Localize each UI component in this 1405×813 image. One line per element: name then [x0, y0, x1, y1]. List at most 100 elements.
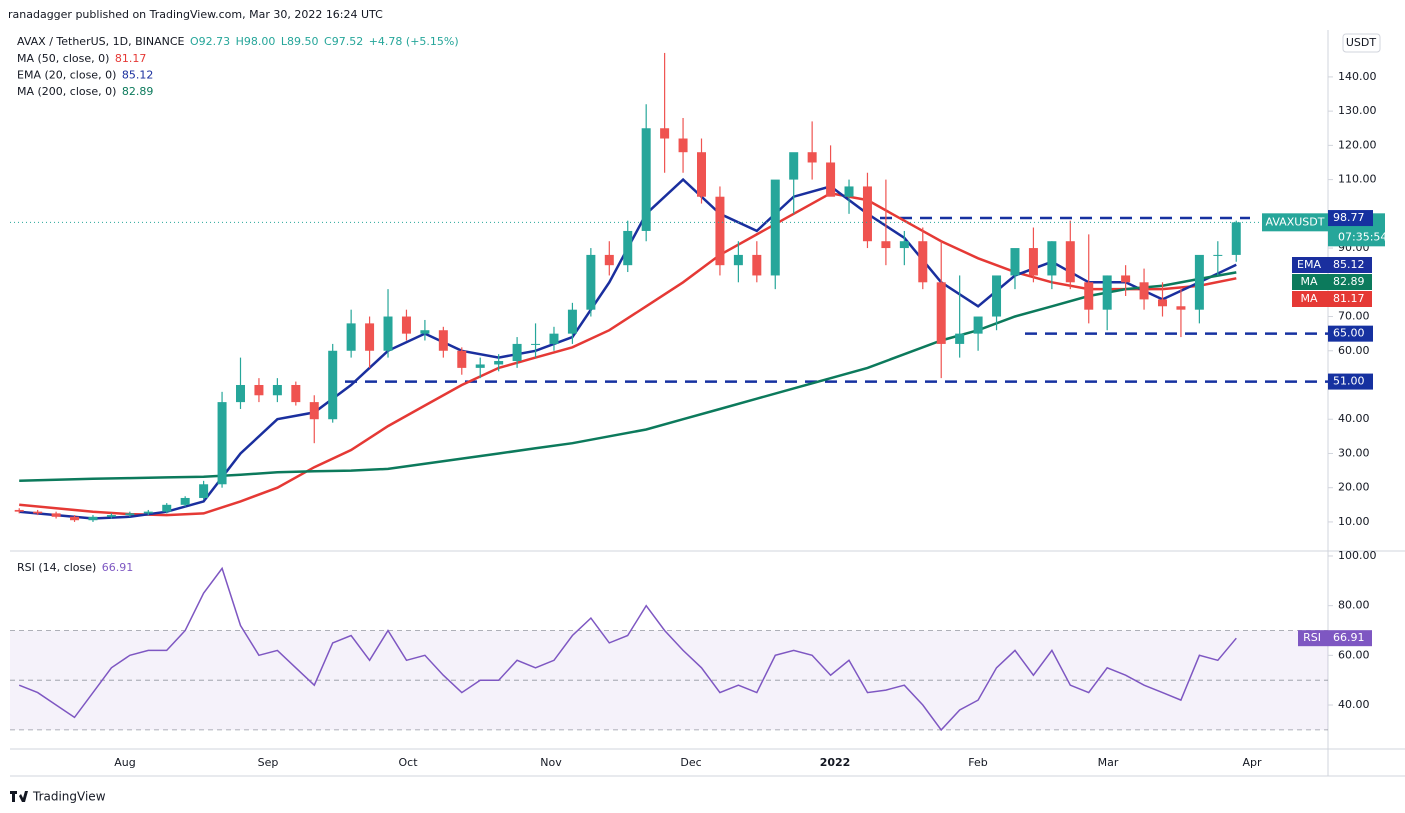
candle-body: [752, 254, 762, 276]
rsi-y-tick-label: 40.00: [1338, 698, 1370, 711]
ma-tag-name-bg: [1292, 291, 1326, 307]
candle-body: [918, 241, 928, 283]
candle-body: [1010, 248, 1020, 276]
y-tick-label: 140.00: [1338, 70, 1377, 83]
candle-body: [1194, 254, 1204, 310]
y-tick-label: 20.00: [1338, 481, 1370, 494]
candle-body: [1231, 222, 1241, 255]
ma-legend-name: EMA (20, close, 0): [17, 69, 116, 82]
level-tag-bg: [1328, 373, 1373, 390]
candle-body: [678, 138, 688, 153]
candle-body: [697, 152, 706, 197]
candle-body: [586, 254, 596, 310]
x-tick-label: Mar: [1098, 756, 1119, 769]
symbol: AVAX / TetherUS, 1D, BINANCE: [17, 35, 185, 48]
publisher: ranadagger published on TradingView.com,…: [8, 8, 383, 21]
candle-body: [125, 513, 135, 516]
ma-tag-value: 82.89: [1333, 275, 1365, 288]
candle-body: [254, 384, 264, 396]
candle-body: [826, 162, 836, 197]
ma-legend-name: MA (200, close, 0): [17, 85, 116, 98]
candle-body: [346, 323, 356, 351]
ma-legend-value: 82.89: [122, 85, 154, 98]
y-tick-label: 110.00: [1338, 173, 1377, 186]
y-tick-label: 30.00: [1338, 446, 1370, 459]
candle-body: [309, 402, 319, 420]
price-tag-countdown: 07:35:54: [1338, 230, 1387, 243]
candle-body: [475, 364, 485, 368]
candle-body: [1047, 241, 1057, 276]
candle-body: [936, 282, 946, 344]
candle-body: [1102, 275, 1112, 310]
candle-body: [549, 333, 559, 344]
ohlc-open: O92.73: [190, 35, 230, 48]
candle-body: [1176, 306, 1186, 310]
symbol-legend: AVAX / TetherUS, 1D, BINANCE O92.73 H98.…: [17, 35, 464, 48]
candle-body: [770, 179, 780, 276]
currency-button[interactable]: [1342, 33, 1381, 53]
x-tick-label: Apr: [1242, 756, 1262, 769]
x-tick-label: Dec: [680, 756, 701, 769]
y-tick-label: 120.00: [1338, 138, 1377, 151]
candle-body: [1139, 282, 1149, 300]
rsi-tag-bg: [1326, 630, 1372, 647]
candle-body: [70, 516, 80, 521]
candle-body: [217, 402, 227, 485]
candle-body: [143, 511, 153, 514]
candle-body: [14, 509, 24, 512]
candle-body: [199, 484, 209, 498]
ma-legend: MA (200, close, 0) 82.89: [17, 85, 159, 98]
candle-body: [789, 152, 799, 180]
candle-body: [807, 152, 817, 163]
rsi-legend: RSI (14, close) 66.91: [17, 561, 139, 574]
candle-body: [1121, 275, 1131, 283]
rsi-tag-name-bg: [1298, 630, 1326, 647]
rsi-tag-value: 66.91: [1333, 631, 1365, 644]
y-tick-label: 40.00: [1338, 412, 1370, 425]
candle-body: [955, 333, 965, 344]
currency-label[interactable]: USDT: [1346, 36, 1377, 49]
ohlc-change: +4.78 (+5.15%): [369, 35, 459, 48]
candle-body: [33, 511, 43, 514]
ma-legend: EMA (20, close, 0) 85.12: [17, 69, 159, 82]
logo: [10, 791, 28, 802]
candle-body: [365, 323, 375, 351]
x-tick-label: Aug: [114, 756, 135, 769]
level-tag-bg: [1328, 325, 1373, 342]
candle-body: [162, 504, 172, 512]
ma-tag-name-bg: [1292, 257, 1326, 273]
candle-body: [899, 241, 909, 249]
y-tick-label: 130.00: [1338, 104, 1377, 117]
candle-body: [420, 330, 430, 334]
candle-body: [660, 128, 670, 139]
rsi-legend-name: RSI (14, close): [17, 561, 96, 574]
y-tick-label: 70.00: [1338, 310, 1370, 323]
candle-body: [457, 350, 467, 368]
ma-legend-value: 85.12: [122, 69, 154, 82]
ma-tag-name: MA: [1300, 275, 1317, 288]
ma-legend-value: 81.17: [115, 52, 147, 65]
candle-body: [291, 384, 301, 403]
ma-tag-name-bg: [1292, 274, 1326, 290]
candle-body: [844, 186, 854, 197]
rsi-tag-name: RSI: [1303, 631, 1321, 644]
candle-body: [862, 186, 872, 242]
ma-tag-name: MA: [1300, 292, 1317, 305]
price-tag-name: AVAXUSDT: [1266, 215, 1325, 228]
ma-legend: MA (50, close, 0) 81.17: [17, 52, 152, 65]
candle-body: [272, 384, 282, 396]
level-tag: 51.00: [1333, 375, 1365, 388]
candle-body: [992, 275, 1002, 317]
candle-body: [1065, 241, 1075, 283]
ma-tag-value: 81.17: [1333, 292, 1365, 305]
candle-body: [383, 316, 393, 351]
level-tag: 65.00: [1333, 327, 1365, 340]
candle-body: [1158, 299, 1167, 307]
candle-body: [180, 497, 190, 505]
candle-body: [531, 343, 541, 345]
ohlc-low: L89.50: [281, 35, 319, 48]
x-tick-label: 2022: [820, 756, 851, 769]
candle-body: [623, 230, 633, 266]
